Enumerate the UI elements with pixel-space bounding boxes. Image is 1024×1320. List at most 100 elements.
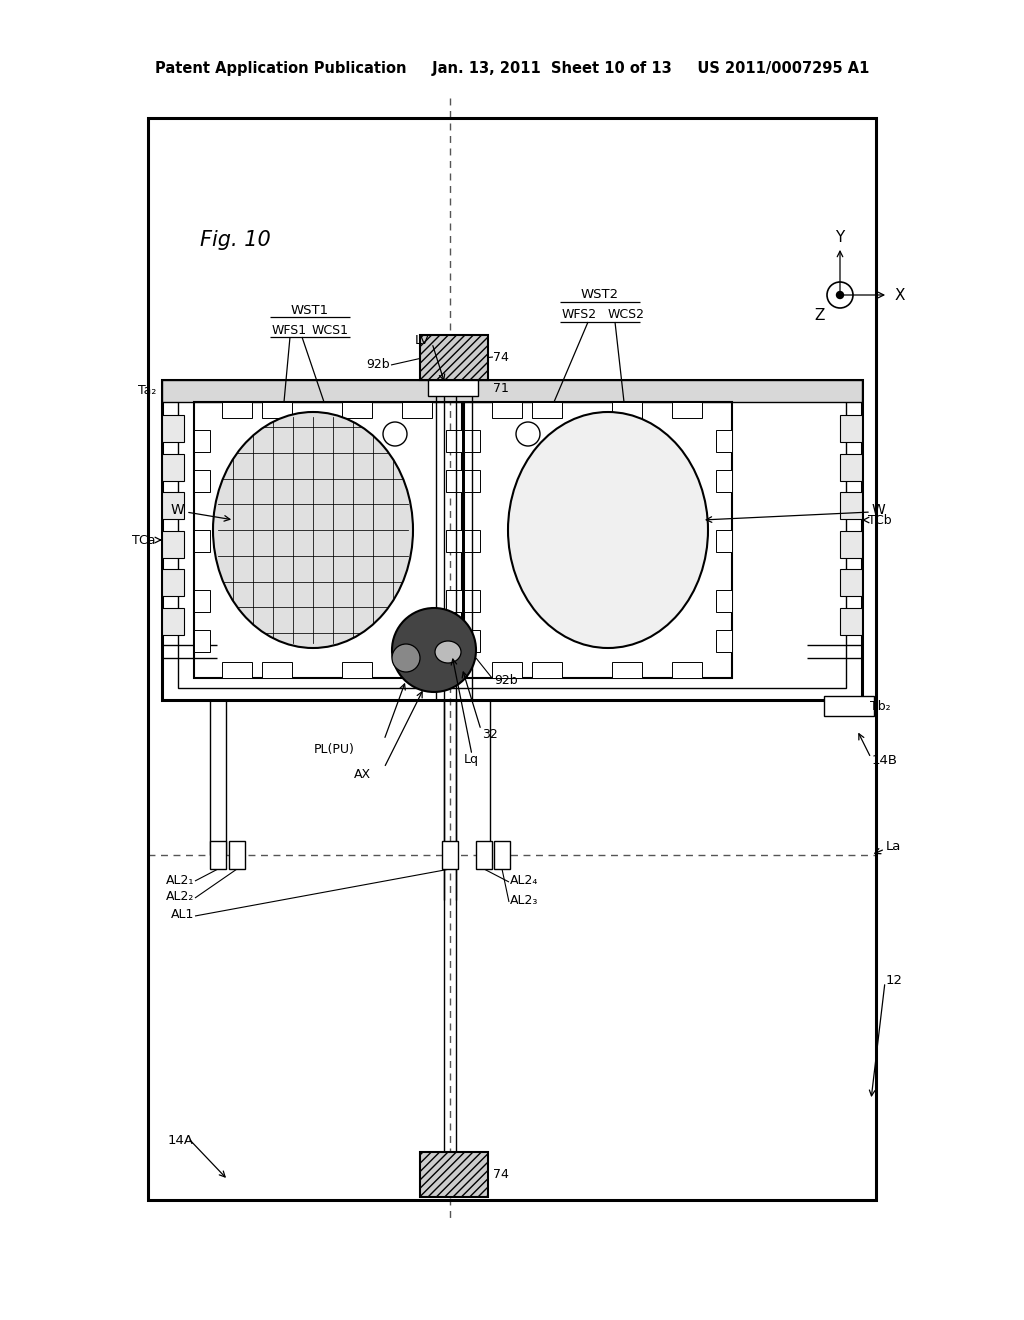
Text: W: W [872,503,886,517]
Text: La: La [886,841,901,854]
Bar [716,630,732,652]
Text: W: W [170,503,184,517]
Text: 14B: 14B [872,754,898,767]
Text: 12: 12 [886,974,903,986]
Text: AL2₂: AL2₂ [166,891,194,903]
Text: X: X [895,288,905,302]
Bar [840,454,862,480]
Bar [840,414,862,442]
Bar [446,430,462,451]
Bar [162,380,862,700]
Circle shape [392,609,476,692]
Bar [464,531,480,552]
Text: TCb: TCb [868,513,892,527]
Circle shape [827,282,853,308]
Bar [262,403,292,418]
Text: 14A: 14A [168,1134,194,1147]
Bar [532,403,562,418]
Circle shape [516,422,540,446]
Ellipse shape [213,412,413,648]
Bar [402,663,432,678]
Bar [446,630,462,652]
Bar [210,841,226,869]
Circle shape [392,644,420,672]
Bar [716,430,732,451]
Text: Y: Y [836,230,845,244]
Text: 92b: 92b [494,673,517,686]
Text: WST2: WST2 [581,289,620,301]
Text: Lq: Lq [464,754,479,767]
Text: Tb₂: Tb₂ [870,700,891,713]
Bar [194,470,210,492]
Circle shape [383,422,407,446]
Bar [342,663,372,678]
Bar [612,663,642,678]
Bar [476,841,492,869]
Text: 32: 32 [482,729,498,742]
Text: 74: 74 [493,351,509,364]
Text: AL2₁: AL2₁ [166,874,194,887]
Bar [342,403,372,418]
Bar [492,663,522,678]
Bar [494,841,510,869]
Ellipse shape [435,642,461,663]
Bar [420,1152,488,1197]
Bar [716,531,732,552]
Bar [162,380,862,403]
Text: WCS1: WCS1 [312,323,349,337]
Bar [446,531,462,552]
Bar [532,663,562,678]
Text: AL1: AL1 [171,908,194,921]
Text: AX: AX [354,768,371,781]
Bar [442,841,458,869]
Bar [428,380,478,396]
Bar [148,117,876,1200]
Text: WFS2: WFS2 [562,309,597,322]
Bar [194,630,210,652]
Bar [840,569,862,597]
Bar [464,403,732,678]
Text: AL2₄: AL2₄ [510,874,539,887]
Text: LV: LV [415,334,430,346]
Text: 92b: 92b [367,359,390,371]
Bar [464,470,480,492]
Bar [162,454,184,480]
Bar [672,403,702,418]
Text: Fig. 10: Fig. 10 [200,230,270,249]
Bar [402,403,432,418]
Bar [194,403,462,678]
Bar [162,607,184,635]
Bar [492,403,522,418]
Bar [840,607,862,635]
Bar [840,492,862,519]
Text: 74: 74 [493,1168,509,1181]
Bar [840,531,862,558]
Text: PL(PU): PL(PU) [314,743,355,756]
Bar [716,470,732,492]
Bar [612,403,642,418]
Bar [229,841,245,869]
Bar [446,590,462,612]
Bar [464,630,480,652]
Bar [222,663,252,678]
Bar [672,663,702,678]
Bar [178,392,846,688]
Bar [162,569,184,597]
Text: AL2₃: AL2₃ [510,894,539,907]
Text: WST1: WST1 [291,304,329,317]
Bar [194,430,210,451]
Text: Ta₂: Ta₂ [137,384,156,397]
Circle shape [837,292,844,298]
Bar [194,590,210,612]
Bar [162,414,184,442]
Bar [162,492,184,519]
Text: Patent Application Publication     Jan. 13, 2011  Sheet 10 of 13     US 2011/000: Patent Application Publication Jan. 13, … [155,61,869,75]
Text: WCS2: WCS2 [608,309,645,322]
Bar [162,531,184,558]
Bar [716,590,732,612]
Bar [222,403,252,418]
Bar [194,531,210,552]
Ellipse shape [508,412,708,648]
Bar [464,430,480,451]
Bar [446,470,462,492]
